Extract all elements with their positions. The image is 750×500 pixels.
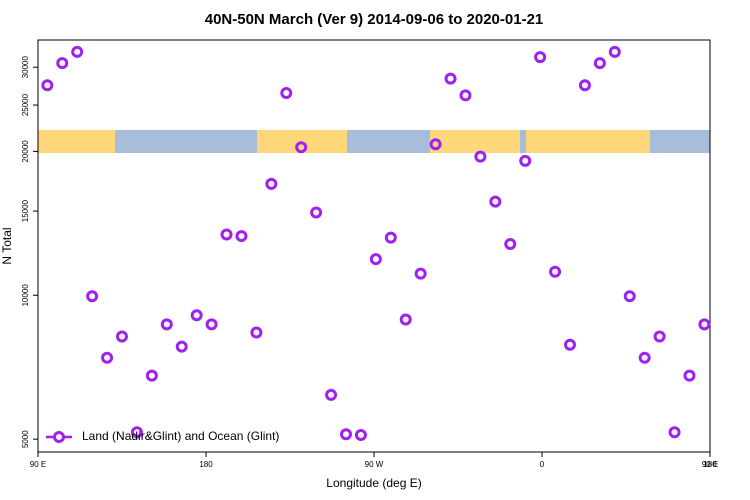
y-tick-label: 25000: [21, 93, 30, 116]
y-tick-label: 30000: [21, 56, 30, 79]
data-point: [340, 428, 352, 441]
data-point: [220, 228, 233, 241]
data-point: [145, 369, 158, 382]
data-point: [71, 45, 84, 58]
x-tick-label: 90 E: [30, 460, 46, 469]
data-point: [116, 330, 128, 343]
chart-title: 40N-50N March (Ver 9) 2014-09-06 to 2020…: [205, 11, 544, 28]
data-point: [101, 351, 114, 364]
data-point: [489, 195, 502, 208]
data-point: [638, 351, 651, 364]
data-point: [593, 57, 606, 70]
y-tick-label: 20000: [21, 140, 30, 163]
data-point: [56, 57, 69, 70]
data-point: [175, 340, 188, 353]
y-axis-label: N Total: [0, 227, 14, 264]
data-point: [504, 238, 517, 251]
x-tick-label: 90 W: [365, 460, 384, 469]
data-point: [130, 426, 143, 439]
data-point: [608, 45, 621, 58]
data-point: [683, 369, 696, 382]
data-point: [534, 51, 547, 64]
data-point: [160, 318, 173, 331]
x-tick-label: 180: [703, 460, 717, 469]
data-point: [564, 338, 576, 351]
data-point: [459, 89, 472, 102]
y-tick-label: 5000: [21, 430, 30, 448]
x-tick-label: 0: [540, 460, 545, 469]
data-point: [295, 141, 308, 154]
plot-frame: [37, 39, 711, 453]
data-point: [250, 326, 263, 339]
data-point: [474, 150, 487, 163]
data-point: [384, 231, 397, 244]
data-point: [653, 330, 666, 343]
x-tick-label: 180: [199, 460, 213, 469]
y-tick-label: 15000: [21, 199, 30, 222]
legend-label: Land (Nadir&Glint) and Ocean (Glint): [82, 429, 279, 443]
data-point: [354, 429, 367, 442]
data-point: [369, 253, 382, 266]
x-tick-label: 90 E: [702, 460, 718, 469]
data-point: [205, 318, 218, 331]
data-point: [265, 177, 278, 190]
data-point: [190, 309, 203, 322]
data-point: [668, 426, 681, 439]
y-tick-label: 10000: [21, 284, 30, 307]
data-point: [325, 388, 338, 401]
legend-marker: [53, 431, 65, 443]
data-point: [235, 230, 248, 243]
data-point: [280, 86, 293, 99]
data-point: [310, 206, 323, 219]
data-point: [578, 79, 591, 92]
data-point: [519, 154, 532, 167]
data-point: [444, 72, 457, 85]
data-point: [698, 318, 711, 331]
data-point: [399, 313, 412, 326]
data-point: [41, 79, 54, 92]
map-band: [38, 130, 710, 153]
data-point: [429, 138, 442, 151]
data-point: [549, 265, 562, 278]
data-point: [414, 267, 427, 280]
x-axis-label: Longitude (deg E): [326, 476, 421, 490]
data-point: [623, 290, 636, 303]
data-point: [86, 290, 99, 303]
